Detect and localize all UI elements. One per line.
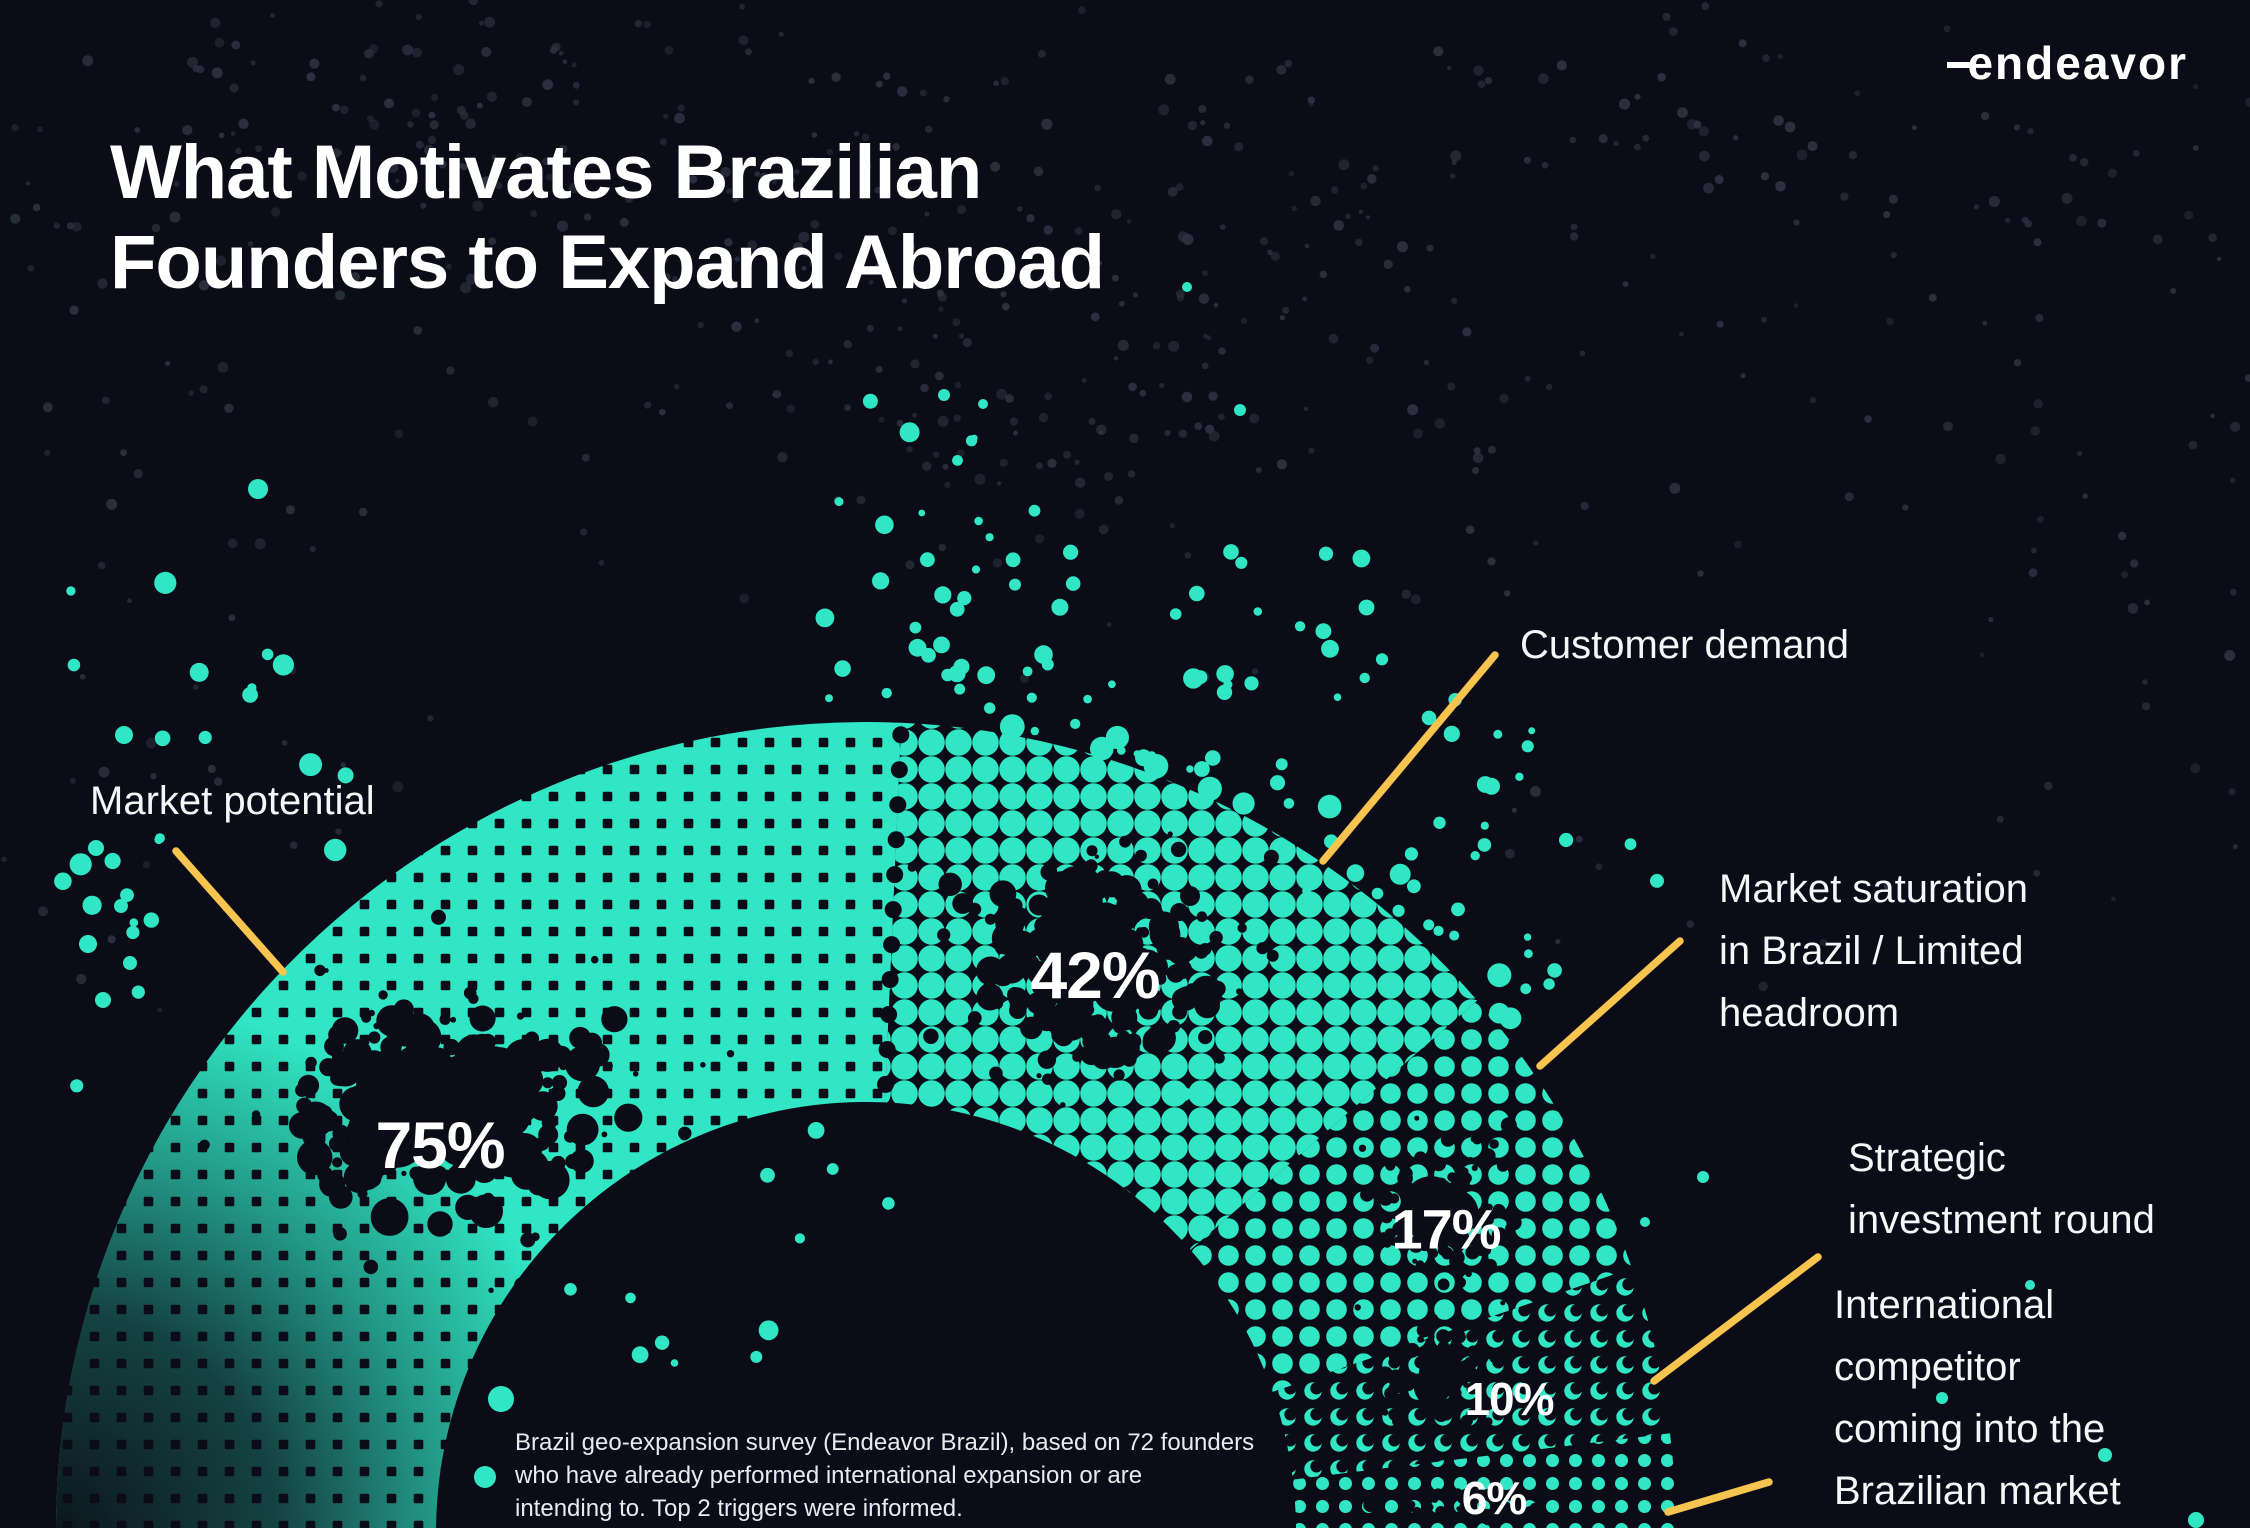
footnote: Brazil geo-expansion survey (Endeavor Br… [515,1426,1254,1525]
callout-market-potential: Market potential [90,779,375,823]
leader-lines [172,651,1822,1516]
footnote-line1: Brazil geo-expansion survey (Endeavor Br… [515,1429,1255,1456]
leader-line-market-saturation [1536,937,1684,1070]
leader-line-market-potential [172,847,287,976]
value-label-customer-demand: 42% [1030,938,1160,1012]
teal-spray-dots [54,282,2204,1528]
page-title-line2: Founders to Expand Abroad [110,220,1105,305]
footnote-line2: who have already performed international… [515,1462,1143,1489]
callout-customer-demand: Customer demand [1520,623,1850,667]
endeavor-logo-text: endeavor [1947,37,2188,89]
callout-strategic-investment-round: Strategic investment round [1848,1136,2155,1242]
page-title: What Motivates Brazilian Founders to Exp… [110,128,1105,308]
leader-line-international-competitor [1664,1478,1773,1516]
ring-segment-customer-demand [884,722,1478,1250]
ring-segment-international-competitor [1292,1433,1676,1528]
footnote-line3: intending to. Top 2 triggers were inform… [515,1495,963,1522]
endeavor-logo: endeavor [1947,36,2188,90]
leader-line-customer-demand [1319,651,1499,865]
callout-international-competitor: International competitor coming into the… [1834,1283,2121,1513]
background-texture-dots [1,0,2250,1018]
value-label-international-competitor: 6% [1461,1472,1527,1524]
value-label-market-saturation: 17% [1391,1197,1501,1261]
value-label-market-potential: 75% [375,1108,505,1182]
segment-divider-dots [877,726,910,1093]
page-title-line1: What Motivates Brazilian [110,130,982,215]
callout-market-saturation: Market saturation in Brazil / Limited he… [1719,867,2029,1035]
leader-line-strategic-investment-round [1650,1253,1822,1385]
ink-splatter-layer [199,831,1541,1527]
value-label-strategic-investment: 10% [1464,1373,1554,1425]
